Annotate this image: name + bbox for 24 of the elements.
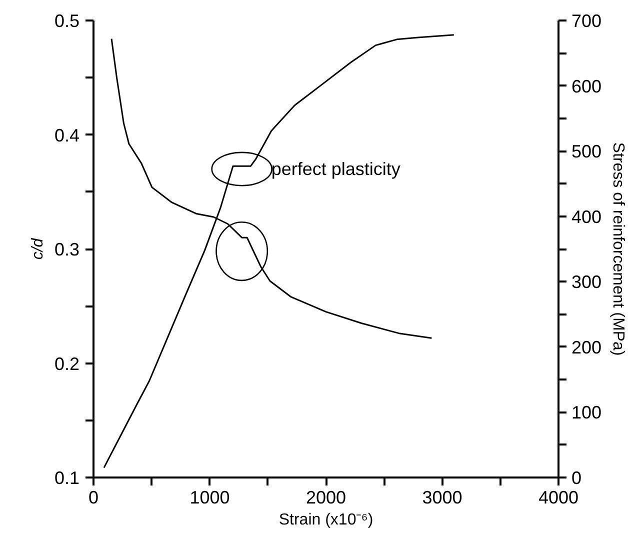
y2-tick-label: 100 — [572, 402, 602, 423]
y2-tick-label: 0 — [572, 468, 582, 488]
y2-tick-label: 700 — [572, 11, 602, 31]
annotation: perfect plasticity — [271, 159, 400, 180]
x-tick-label: 2000 — [306, 488, 346, 508]
y2-tick-label: 300 — [572, 272, 602, 292]
y-tick-label: 0.1 — [54, 468, 80, 488]
x-axis-title: Strain (x10⁻⁶) — [278, 512, 374, 528]
line-series — [103, 34, 455, 468]
y-tick-label: 0.5 — [54, 11, 80, 31]
y-tick-label: 0.2 — [54, 354, 80, 374]
line-series — [110, 38, 432, 339]
y2-axis-title: Stress of reinforcement (MPa) — [610, 142, 627, 356]
y2-tick-label: 200 — [572, 337, 602, 358]
y2-tick-label: 400 — [572, 206, 602, 227]
y2-tick-label: 600 — [572, 76, 602, 96]
y2-tick-label: 500 — [572, 142, 602, 162]
y-axis-title: c/d — [29, 237, 46, 260]
x-tick-label: 4000 — [538, 488, 579, 508]
x-tick-label: 1000 — [190, 488, 230, 508]
y-tick-label: 0.4 — [54, 125, 80, 146]
y-tick-label: 0.3 — [54, 240, 80, 260]
x-tick-label: 3000 — [422, 488, 462, 508]
x-tick-label: 0 — [88, 488, 99, 508]
